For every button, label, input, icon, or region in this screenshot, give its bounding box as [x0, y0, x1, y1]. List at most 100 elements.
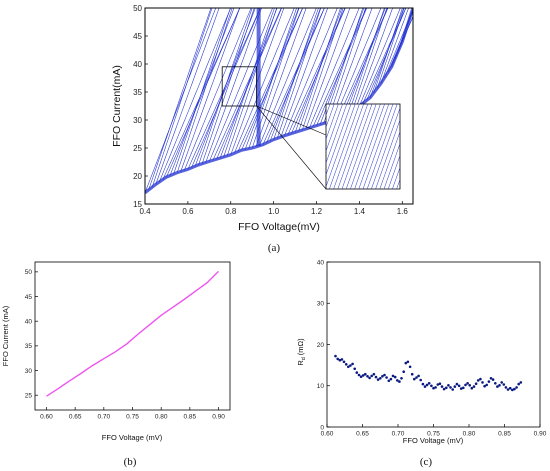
a-curve-25 — [234, 8, 295, 154]
c-point-81 — [506, 388, 510, 391]
b-y-ticks: 25 30 35 40 45 50 — [25, 269, 38, 399]
c-point-29 — [396, 379, 399, 382]
c-point-30 — [398, 380, 401, 383]
a-curve-4 — [159, 8, 231, 183]
a-inset-curve-22 — [392, 166, 400, 189]
a-curve-60 — [359, 8, 401, 107]
c-point-34 — [406, 360, 410, 364]
c-y-axis-symbol: R — [296, 360, 305, 366]
c-point-9 — [353, 367, 357, 371]
a-curve-36 — [273, 8, 319, 140]
c-point-35 — [408, 365, 412, 369]
c-point-1 — [336, 357, 340, 361]
a-inset-curve-12 — [350, 104, 381, 189]
a-curve-12 — [187, 8, 261, 170]
c-point-38 — [415, 376, 418, 379]
a-curve-31 — [255, 8, 307, 147]
c-x-ticks: 0.60 0.65 0.70 0.75 0.80 0.85 0.90 — [321, 424, 547, 438]
a-curve-15 — [198, 8, 253, 165]
a-plot-frame — [144, 7, 414, 205]
a-curve-8 — [173, 8, 231, 175]
c-point-7 — [349, 364, 352, 367]
a-curve-59 — [355, 8, 393, 109]
c-ytick-label-0: 0 — [320, 424, 324, 431]
a-xtick-label-2: 0.8 — [225, 207, 237, 216]
c-point-0 — [334, 354, 337, 358]
a-curve-63 — [369, 8, 404, 98]
a-curve-53 — [334, 8, 382, 120]
c-point-63 — [468, 384, 472, 387]
c-point-28 — [393, 375, 397, 379]
c-point-64 — [470, 386, 474, 390]
c-point-19 — [374, 375, 378, 379]
a-xtick-label-0: 0.4 — [139, 207, 151, 216]
c-point-52 — [445, 386, 448, 390]
c-point-16 — [368, 376, 371, 380]
a-ytick-label-0: 15 — [133, 200, 142, 209]
b-ytick-label-5: 50 — [25, 269, 33, 276]
b-x-axis-label: FFO Voltage (mV) — [102, 433, 163, 442]
c-point-27 — [391, 374, 395, 378]
a-inset-curve-2 — [326, 104, 339, 140]
b-xtick-label-5: 0.85 — [184, 414, 197, 421]
a-xtick-label-4: 1.2 — [311, 207, 323, 216]
c-point-5 — [344, 363, 348, 366]
c-point-42 — [423, 385, 427, 388]
c-point-23 — [383, 373, 386, 377]
a-curve-35 — [269, 8, 321, 142]
a-inset-curve-10 — [341, 104, 373, 189]
a-inset-curve-23 — [396, 178, 400, 189]
a-inset-curve-25 — [405, 104, 435, 189]
c-point-80 — [504, 386, 508, 389]
a-inset-curve-15 — [362, 104, 394, 189]
c-point-3 — [340, 358, 344, 361]
c-point-25 — [387, 379, 391, 383]
c-scatter-points — [334, 354, 523, 392]
c-point-10 — [355, 371, 359, 374]
b-ytick-label-2: 35 — [25, 343, 33, 350]
c-xtick-label-1: 0.65 — [356, 431, 369, 438]
a-inset-curve-13 — [354, 104, 385, 189]
c-point-31 — [400, 377, 403, 380]
c-point-57 — [455, 382, 459, 386]
b-plot-frame — [34, 261, 231, 411]
c-point-36 — [410, 372, 414, 376]
c-point-61 — [464, 383, 467, 387]
a-curve-33 — [262, 8, 325, 145]
a-curve-16 — [201, 8, 255, 164]
c-point-22 — [381, 375, 384, 378]
c-point-73 — [489, 377, 493, 380]
c-point-6 — [347, 365, 350, 369]
a-curve-7 — [169, 8, 235, 176]
a-curve-11 — [184, 8, 252, 171]
a-inset-curve-26 — [409, 104, 439, 189]
c-xtick-label-6: 0.90 — [534, 431, 547, 438]
a-curve-22 — [223, 8, 275, 158]
a-curve-20 — [216, 8, 282, 160]
c-point-68 — [479, 377, 482, 381]
c-point-87 — [519, 381, 523, 384]
a-inset-curve-7 — [329, 104, 360, 189]
c-point-86 — [517, 382, 520, 386]
c-x-axis-label: FFO Voltage (mV) — [403, 436, 464, 445]
a-curve-3 — [155, 8, 220, 185]
c-point-4 — [342, 360, 346, 364]
a-curve-42 — [294, 8, 343, 133]
a-curve-43 — [298, 8, 341, 132]
a-boundary-band — [145, 8, 413, 195]
a-curve-46 — [309, 8, 360, 128]
c-point-17 — [370, 374, 374, 378]
b-xtick-label-1: 0.65 — [69, 414, 82, 421]
a-curve-0 — [145, 8, 217, 193]
c-xtick-label-3: 0.75 — [427, 431, 440, 438]
c-ytick-label-2: 20 — [317, 342, 325, 349]
a-inset-curve-18 — [375, 119, 400, 189]
a-inset-curve-17 — [371, 107, 400, 189]
c-y-ticks: 0 10 20 30 40 — [317, 259, 330, 431]
c-point-69 — [481, 381, 484, 384]
c-ytick-label-1: 10 — [317, 383, 325, 390]
c-point-37 — [413, 377, 416, 381]
a-vertical-step — [256, 8, 261, 146]
a-curve-39 — [284, 8, 338, 136]
